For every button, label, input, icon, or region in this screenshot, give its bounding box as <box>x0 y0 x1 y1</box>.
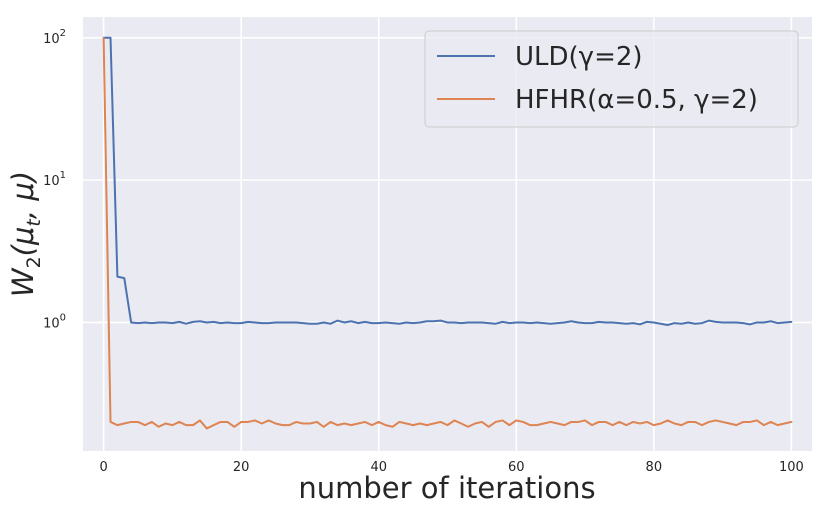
y-axis-label-args-sub: t <box>23 218 45 227</box>
x-tick-label: 100 <box>779 460 804 475</box>
legend-box <box>424 30 799 128</box>
y-axis-label: W2(μt, μ) <box>6 171 45 297</box>
x-tick-label: 20 <box>233 460 250 475</box>
x-tick-label: 40 <box>370 460 387 475</box>
x-tick-label: 80 <box>646 460 663 475</box>
series-line-uld <box>102 36 793 326</box>
legend: ULD(γ=2) HFHR(α=0.5, γ=2) <box>424 30 799 128</box>
x-tick-label: 60 <box>508 460 525 475</box>
y-axis-label-tail: , μ) <box>6 171 40 219</box>
series-layer <box>102 36 793 430</box>
x-tick-labels: 0 20 40 60 80 100 <box>99 460 803 475</box>
y-tick-labels: 102 101 100 <box>43 28 66 332</box>
x-tick-label: 0 <box>99 460 107 475</box>
legend-label-hfhr: HFHR(α=0.5, γ=2) <box>515 85 758 115</box>
y-tick-label: 102 <box>43 28 66 47</box>
x-axis-label: number of iterations <box>298 471 595 505</box>
y-tick-label: 101 <box>43 170 66 189</box>
y-tick-label: 100 <box>43 312 66 331</box>
y-axis-label-main: W <box>6 267 40 297</box>
y-axis-label-sub: 2 <box>23 256 45 268</box>
series-line-hfhr <box>102 36 793 430</box>
legend-label-uld: ULD(γ=2) <box>515 42 643 72</box>
y-axis-label-args: (μ <box>6 227 40 257</box>
